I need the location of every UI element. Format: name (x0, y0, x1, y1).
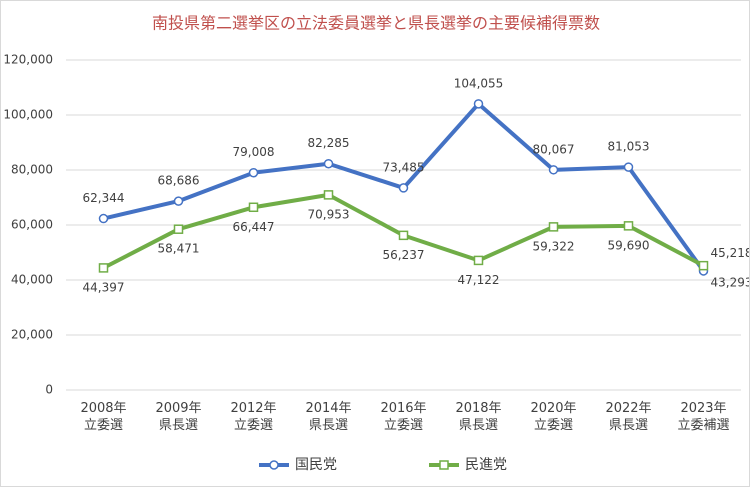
marker (548, 165, 559, 175)
marker (173, 224, 184, 234)
data-label: 45,218 (711, 246, 750, 260)
data-label: 82,285 (308, 136, 350, 150)
data-label: 56,237 (383, 248, 425, 262)
data-label: 59,690 (608, 238, 650, 252)
x-tick-label: 2023年 立委補選 (677, 401, 730, 433)
marker (623, 162, 634, 172)
chart-title: 南投県第二選挙区の立法委員選挙と県長選挙の主要候補得票数 (152, 14, 600, 33)
data-label: 47,122 (458, 273, 500, 287)
marker (473, 99, 484, 109)
x-tick-label: 2009年 県長選 (155, 401, 202, 433)
data-label: 59,322 (533, 239, 575, 253)
y-tick-label: 80,000 (11, 163, 53, 177)
marker (248, 202, 259, 213)
marker (548, 222, 559, 232)
marker (439, 460, 449, 470)
marker (623, 221, 634, 231)
marker (323, 158, 334, 169)
marker (248, 167, 259, 178)
legend-label: 国民党 (295, 457, 337, 473)
x-tick-label: 2022年 県長選 (605, 401, 652, 433)
data-label: 43,293 (711, 275, 750, 289)
y-tick-label: 0 (45, 383, 53, 397)
y-tick-label: 120,000 (3, 53, 53, 67)
data-label: 58,471 (158, 242, 200, 256)
x-tick-label: 2008年 立委選 (80, 401, 127, 433)
data-label: 81,053 (608, 140, 650, 154)
marker (98, 263, 109, 273)
data-label: 66,447 (233, 220, 275, 234)
y-tick-label: 40,000 (11, 273, 53, 287)
y-tick-label: 100,000 (3, 108, 53, 122)
data-label: 104,055 (454, 76, 504, 90)
x-tick-label: 2014年 県長選 (305, 401, 352, 433)
data-label: 80,067 (533, 142, 575, 156)
marker (269, 460, 279, 470)
data-label: 44,397 (83, 280, 125, 294)
marker (323, 190, 334, 200)
x-tick-label: 2018年 県長選 (455, 401, 502, 433)
data-label: 62,344 (83, 191, 125, 205)
data-label: 68,686 (158, 174, 200, 188)
x-tick-label: 2020年 立委選 (530, 401, 577, 433)
legend-label: 民進党 (465, 457, 507, 473)
marker (473, 255, 484, 266)
marker (398, 230, 409, 241)
y-tick-label: 60,000 (11, 218, 53, 232)
marker (398, 183, 409, 193)
data-label: 73,485 (383, 160, 425, 174)
data-label: 70,953 (308, 207, 350, 221)
x-tick-label: 2016年 立委選 (380, 401, 427, 433)
y-tick-label: 20,000 (11, 328, 53, 342)
marker (698, 260, 709, 271)
marker (98, 213, 109, 224)
data-label: 79,008 (233, 145, 275, 159)
marker (173, 196, 184, 206)
x-tick-label: 2012年 立委選 (230, 401, 277, 433)
